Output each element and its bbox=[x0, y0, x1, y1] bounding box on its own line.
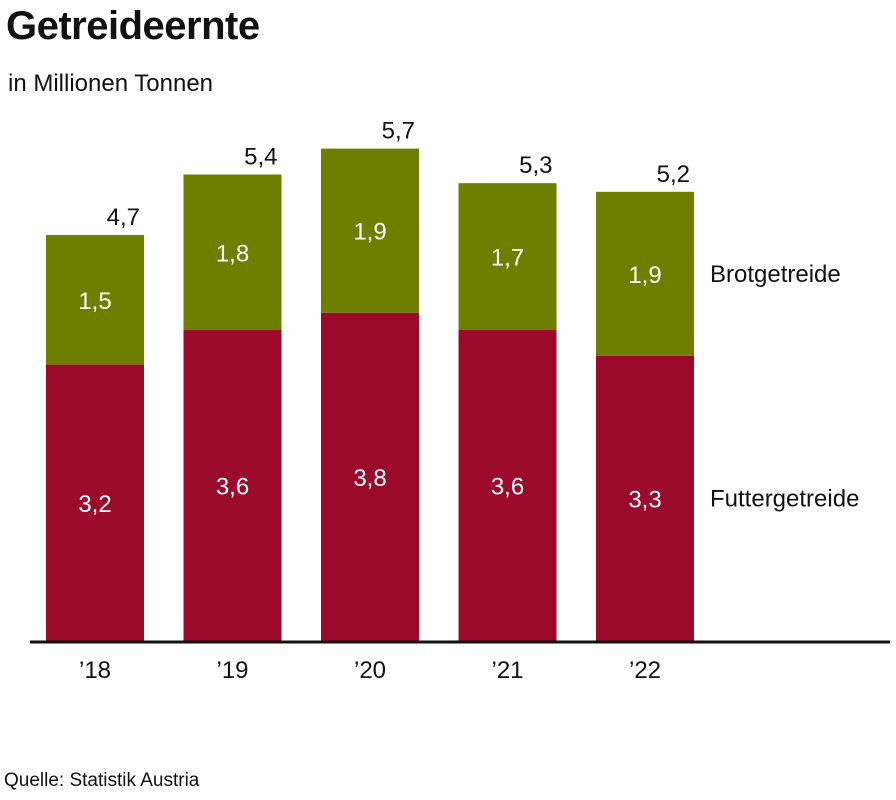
bar-futtergetreide-0 bbox=[46, 364, 144, 641]
bar-brotgetreide-0 bbox=[46, 235, 144, 365]
chart-subtitle: in Millionen Tonnen bbox=[8, 70, 214, 97]
legend-label-futtergetreide: Futtergetreide bbox=[710, 485, 859, 512]
data-label-futtergetreide-0: 3,2 bbox=[78, 491, 111, 518]
data-label-brotgetreide-0: 1,5 bbox=[78, 288, 111, 315]
bar-brotgetreide-2 bbox=[321, 148, 419, 313]
total-label-2: 5,7 bbox=[382, 118, 415, 145]
x-tick-label-1: ’19 bbox=[216, 657, 248, 684]
data-label-futtergetreide-1: 3,6 bbox=[216, 474, 249, 501]
data-label-futtergetreide-3: 3,6 bbox=[491, 474, 524, 501]
data-label-brotgetreide-1: 1,8 bbox=[216, 240, 249, 267]
x-tick-label-2: ’20 bbox=[354, 657, 386, 684]
bar-futtergetreide-2 bbox=[321, 312, 419, 641]
total-label-1: 5,4 bbox=[244, 144, 277, 171]
x-tick-label-3: ’21 bbox=[491, 657, 523, 684]
legend-label-brotgetreide: Brotgetreide bbox=[710, 261, 841, 288]
chart-title: Getreideernte bbox=[6, 4, 260, 48]
bar-brotgetreide-3 bbox=[458, 183, 557, 331]
bar-brotgetreide-1 bbox=[183, 174, 282, 331]
bar-futtergetreide-3 bbox=[458, 330, 557, 641]
data-label-brotgetreide-4: 1,9 bbox=[628, 262, 661, 289]
data-label-futtergetreide-4: 3,3 bbox=[628, 486, 661, 513]
bar-futtergetreide-1 bbox=[183, 330, 282, 641]
bar-brotgetreide-4 bbox=[596, 191, 694, 356]
x-tick-label-4: ’22 bbox=[629, 657, 661, 684]
data-label-brotgetreide-2: 1,9 bbox=[353, 219, 386, 246]
x-tick-label-0: ’18 bbox=[79, 657, 111, 684]
source-note: Quelle: Statistik Austria bbox=[4, 770, 200, 791]
stacked-bar-chart: 3,2 1,5 4,7 ’18 3,6 1,8 5,4 ’19 3,8 1,9 5,7 ’20 3,6 1… bbox=[30, 118, 890, 684]
data-label-brotgetreide-3: 1,7 bbox=[491, 245, 524, 272]
total-label-3: 5,3 bbox=[519, 152, 552, 179]
total-label-0: 4,7 bbox=[107, 204, 140, 231]
bar-futtergetreide-4 bbox=[596, 355, 694, 641]
total-label-4: 5,2 bbox=[657, 161, 690, 188]
data-label-futtergetreide-2: 3,8 bbox=[353, 465, 386, 492]
